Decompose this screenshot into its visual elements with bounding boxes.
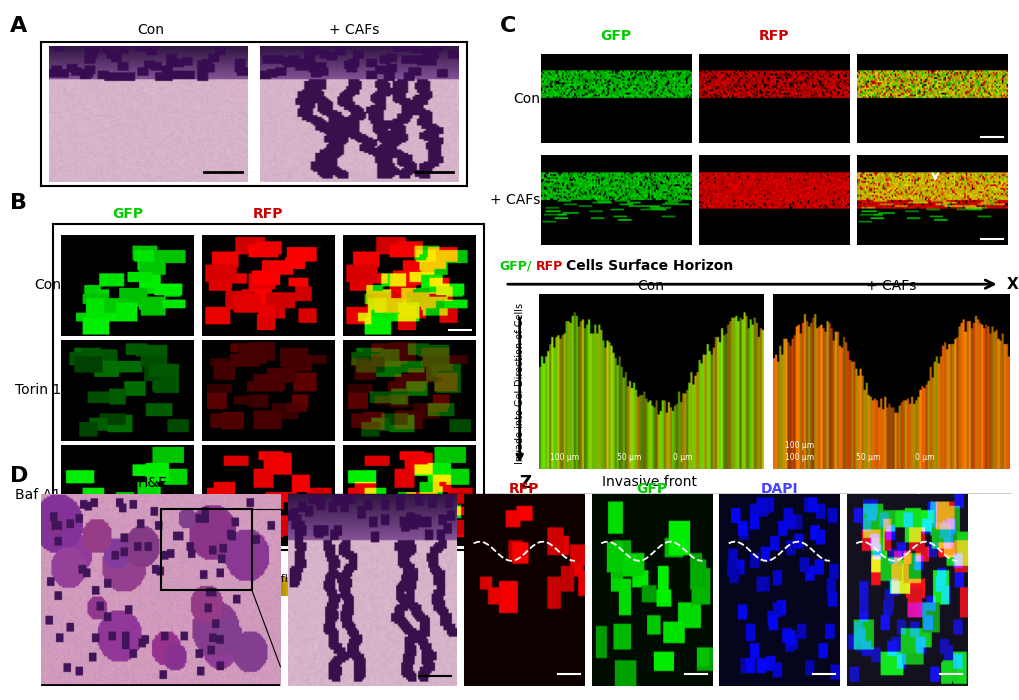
Text: Merge: Merge [384, 207, 433, 221]
Text: B: B [10, 193, 28, 213]
Text: GFP/RFP: GFP/RFP [234, 608, 280, 617]
Text: RFP: RFP [536, 260, 562, 272]
Text: + CAFs: + CAFs [490, 193, 540, 207]
Text: 0 μm: 0 μm [914, 454, 933, 462]
Text: 50 μm: 50 μm [616, 454, 641, 462]
Text: Direction of Cells: Direction of Cells [515, 302, 524, 386]
Text: Invasive front: Invasive front [601, 475, 697, 489]
Text: A: A [10, 16, 28, 36]
Text: GFP: GFP [600, 29, 631, 43]
Text: Merge: Merge [907, 29, 956, 43]
Text: High: High [392, 574, 418, 584]
Text: High: High [97, 608, 122, 617]
Text: Cells Surface Horizon: Cells Surface Horizon [566, 259, 733, 273]
Text: Z: Z [519, 474, 531, 492]
Text: D: D [10, 466, 29, 486]
Text: Invade into Gel: Invade into Gel [515, 391, 524, 465]
Text: Autophagic flux: Autophagic flux [214, 574, 301, 584]
Text: 50 μm: 50 μm [855, 454, 879, 462]
Text: RFP: RFP [508, 482, 539, 496]
Text: RFP: RFP [253, 207, 283, 221]
Text: Merge: Merge [881, 482, 930, 496]
Text: 100 μm: 100 μm [549, 454, 579, 462]
Text: Con: Con [137, 23, 164, 37]
Text: GFP/: GFP/ [499, 260, 532, 272]
Text: + CAFs: + CAFs [329, 23, 379, 37]
Text: Low: Low [396, 608, 418, 617]
Text: Low: Low [97, 574, 118, 584]
Title: + CAFs: + CAFs [865, 279, 916, 293]
Title: Con: Con [637, 279, 663, 293]
Text: Torin 1: Torin 1 [15, 384, 61, 398]
Text: Con: Con [35, 278, 61, 293]
Text: Con: Con [514, 92, 540, 106]
Text: H&E: H&E [138, 476, 168, 490]
Text: X: X [1006, 276, 1018, 292]
Text: RFP: RFP [758, 29, 789, 43]
Bar [161, 509, 252, 589]
Text: DAPI: DAPI [760, 482, 797, 496]
Text: 100 μm: 100 μm [785, 454, 813, 462]
Text: GFP: GFP [636, 482, 666, 496]
Text: GFP: GFP [112, 207, 143, 221]
Text: Baf A1: Baf A1 [15, 489, 61, 503]
Text: C: C [499, 16, 516, 36]
Text: 100 μm: 100 μm [785, 441, 813, 450]
Text: 0 μm: 0 μm [673, 454, 692, 462]
